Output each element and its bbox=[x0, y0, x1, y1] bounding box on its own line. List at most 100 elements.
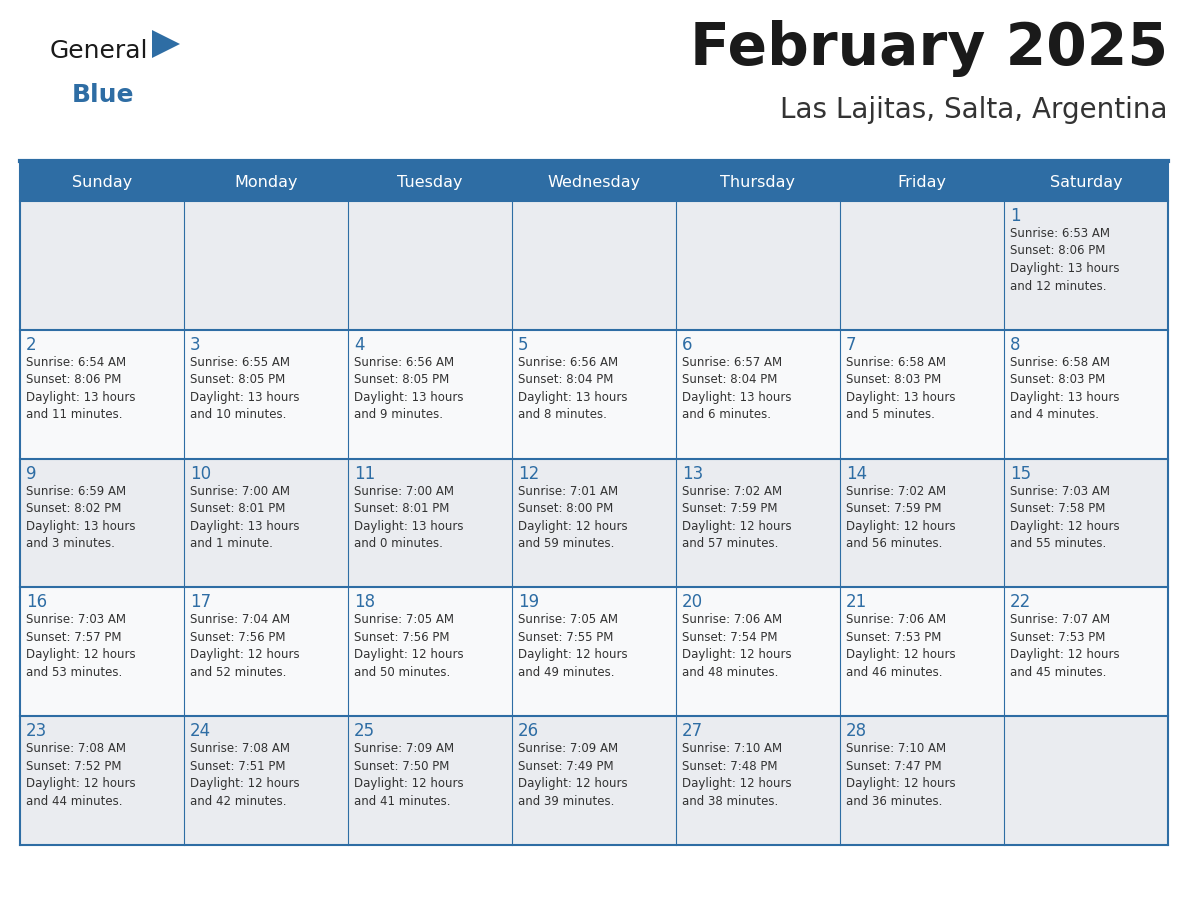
Text: 9: 9 bbox=[26, 465, 37, 483]
Text: 8: 8 bbox=[1010, 336, 1020, 353]
Text: Sunrise: 7:03 AM
Sunset: 7:57 PM
Daylight: 12 hours
and 53 minutes.: Sunrise: 7:03 AM Sunset: 7:57 PM Dayligh… bbox=[26, 613, 135, 679]
Bar bbox=[512, 163, 676, 201]
Text: 4: 4 bbox=[354, 336, 365, 353]
Text: Sunrise: 6:56 AM
Sunset: 8:04 PM
Daylight: 13 hours
and 8 minutes.: Sunrise: 6:56 AM Sunset: 8:04 PM Dayligh… bbox=[518, 356, 627, 421]
Bar bbox=[840, 588, 1004, 716]
Text: Sunrise: 7:09 AM
Sunset: 7:50 PM
Daylight: 12 hours
and 41 minutes.: Sunrise: 7:09 AM Sunset: 7:50 PM Dayligh… bbox=[354, 742, 463, 808]
Bar bbox=[512, 330, 676, 459]
Text: Sunrise: 7:10 AM
Sunset: 7:48 PM
Daylight: 12 hours
and 38 minutes.: Sunrise: 7:10 AM Sunset: 7:48 PM Dayligh… bbox=[682, 742, 791, 808]
Text: 5: 5 bbox=[518, 336, 529, 353]
Text: Sunrise: 7:08 AM
Sunset: 7:52 PM
Daylight: 12 hours
and 44 minutes.: Sunrise: 7:08 AM Sunset: 7:52 PM Dayligh… bbox=[26, 742, 135, 808]
Bar bbox=[184, 716, 348, 845]
Text: 25: 25 bbox=[354, 722, 375, 740]
Bar bbox=[20, 201, 184, 330]
Bar bbox=[1004, 330, 1168, 459]
Bar bbox=[840, 716, 1004, 845]
Bar bbox=[20, 716, 184, 845]
Text: Sunrise: 6:58 AM
Sunset: 8:03 PM
Daylight: 13 hours
and 4 minutes.: Sunrise: 6:58 AM Sunset: 8:03 PM Dayligh… bbox=[1010, 356, 1119, 421]
Bar bbox=[676, 201, 840, 330]
Text: 18: 18 bbox=[354, 593, 375, 611]
Text: Sunrise: 7:00 AM
Sunset: 8:01 PM
Daylight: 13 hours
and 0 minutes.: Sunrise: 7:00 AM Sunset: 8:01 PM Dayligh… bbox=[354, 485, 463, 550]
Text: 3: 3 bbox=[190, 336, 201, 353]
Bar bbox=[1004, 201, 1168, 330]
Text: Tuesday: Tuesday bbox=[397, 174, 463, 189]
Text: 14: 14 bbox=[846, 465, 867, 483]
Text: 16: 16 bbox=[26, 593, 48, 611]
Text: Sunrise: 7:02 AM
Sunset: 7:59 PM
Daylight: 12 hours
and 57 minutes.: Sunrise: 7:02 AM Sunset: 7:59 PM Dayligh… bbox=[682, 485, 791, 550]
Text: February 2025: February 2025 bbox=[690, 20, 1168, 77]
Text: Sunrise: 6:55 AM
Sunset: 8:05 PM
Daylight: 13 hours
and 10 minutes.: Sunrise: 6:55 AM Sunset: 8:05 PM Dayligh… bbox=[190, 356, 299, 421]
Bar bbox=[676, 716, 840, 845]
Bar bbox=[840, 163, 1004, 201]
Bar bbox=[840, 459, 1004, 588]
Bar bbox=[20, 330, 184, 459]
Bar bbox=[512, 201, 676, 330]
Text: 23: 23 bbox=[26, 722, 48, 740]
Text: General: General bbox=[50, 39, 148, 63]
Bar bbox=[184, 330, 348, 459]
Bar bbox=[184, 201, 348, 330]
Text: Monday: Monday bbox=[234, 174, 298, 189]
Bar bbox=[676, 330, 840, 459]
Text: Sunday: Sunday bbox=[72, 174, 132, 189]
Bar bbox=[20, 459, 184, 588]
Bar bbox=[348, 588, 512, 716]
Text: Sunrise: 7:00 AM
Sunset: 8:01 PM
Daylight: 13 hours
and 1 minute.: Sunrise: 7:00 AM Sunset: 8:01 PM Dayligh… bbox=[190, 485, 299, 550]
Text: Saturday: Saturday bbox=[1050, 174, 1123, 189]
Polygon shape bbox=[152, 30, 181, 58]
Text: 26: 26 bbox=[518, 722, 539, 740]
Text: Thursday: Thursday bbox=[720, 174, 796, 189]
Text: 24: 24 bbox=[190, 722, 211, 740]
Text: 10: 10 bbox=[190, 465, 211, 483]
Text: Sunrise: 6:58 AM
Sunset: 8:03 PM
Daylight: 13 hours
and 5 minutes.: Sunrise: 6:58 AM Sunset: 8:03 PM Dayligh… bbox=[846, 356, 955, 421]
Text: 27: 27 bbox=[682, 722, 703, 740]
Bar bbox=[1004, 163, 1168, 201]
Text: Sunrise: 7:06 AM
Sunset: 7:53 PM
Daylight: 12 hours
and 46 minutes.: Sunrise: 7:06 AM Sunset: 7:53 PM Dayligh… bbox=[846, 613, 955, 679]
Text: Sunrise: 7:02 AM
Sunset: 7:59 PM
Daylight: 12 hours
and 56 minutes.: Sunrise: 7:02 AM Sunset: 7:59 PM Dayligh… bbox=[846, 485, 955, 550]
Bar bbox=[184, 163, 348, 201]
Text: 28: 28 bbox=[846, 722, 867, 740]
Text: 17: 17 bbox=[190, 593, 211, 611]
Text: Sunrise: 7:09 AM
Sunset: 7:49 PM
Daylight: 12 hours
and 39 minutes.: Sunrise: 7:09 AM Sunset: 7:49 PM Dayligh… bbox=[518, 742, 627, 808]
Text: Sunrise: 7:03 AM
Sunset: 7:58 PM
Daylight: 12 hours
and 55 minutes.: Sunrise: 7:03 AM Sunset: 7:58 PM Dayligh… bbox=[1010, 485, 1119, 550]
Bar bbox=[348, 330, 512, 459]
Text: 22: 22 bbox=[1010, 593, 1031, 611]
Text: Sunrise: 7:05 AM
Sunset: 7:55 PM
Daylight: 12 hours
and 49 minutes.: Sunrise: 7:05 AM Sunset: 7:55 PM Dayligh… bbox=[518, 613, 627, 679]
Text: Sunrise: 6:57 AM
Sunset: 8:04 PM
Daylight: 13 hours
and 6 minutes.: Sunrise: 6:57 AM Sunset: 8:04 PM Dayligh… bbox=[682, 356, 791, 421]
Text: Las Lajitas, Salta, Argentina: Las Lajitas, Salta, Argentina bbox=[781, 96, 1168, 124]
Text: Sunrise: 6:54 AM
Sunset: 8:06 PM
Daylight: 13 hours
and 11 minutes.: Sunrise: 6:54 AM Sunset: 8:06 PM Dayligh… bbox=[26, 356, 135, 421]
Text: Sunrise: 6:59 AM
Sunset: 8:02 PM
Daylight: 13 hours
and 3 minutes.: Sunrise: 6:59 AM Sunset: 8:02 PM Dayligh… bbox=[26, 485, 135, 550]
Text: Sunrise: 6:56 AM
Sunset: 8:05 PM
Daylight: 13 hours
and 9 minutes.: Sunrise: 6:56 AM Sunset: 8:05 PM Dayligh… bbox=[354, 356, 463, 421]
Text: 1: 1 bbox=[1010, 207, 1020, 225]
Bar bbox=[676, 588, 840, 716]
Text: 19: 19 bbox=[518, 593, 539, 611]
Bar bbox=[20, 588, 184, 716]
Text: 2: 2 bbox=[26, 336, 37, 353]
Text: Friday: Friday bbox=[897, 174, 947, 189]
Bar bbox=[348, 201, 512, 330]
Text: 6: 6 bbox=[682, 336, 693, 353]
Text: 20: 20 bbox=[682, 593, 703, 611]
Bar bbox=[512, 588, 676, 716]
Bar bbox=[348, 163, 512, 201]
Text: 21: 21 bbox=[846, 593, 867, 611]
Text: Blue: Blue bbox=[72, 83, 134, 107]
Bar bbox=[1004, 588, 1168, 716]
Text: Sunrise: 7:04 AM
Sunset: 7:56 PM
Daylight: 12 hours
and 52 minutes.: Sunrise: 7:04 AM Sunset: 7:56 PM Dayligh… bbox=[190, 613, 299, 679]
Text: 15: 15 bbox=[1010, 465, 1031, 483]
Text: Sunrise: 7:10 AM
Sunset: 7:47 PM
Daylight: 12 hours
and 36 minutes.: Sunrise: 7:10 AM Sunset: 7:47 PM Dayligh… bbox=[846, 742, 955, 808]
Text: Sunrise: 7:07 AM
Sunset: 7:53 PM
Daylight: 12 hours
and 45 minutes.: Sunrise: 7:07 AM Sunset: 7:53 PM Dayligh… bbox=[1010, 613, 1119, 679]
Bar bbox=[840, 201, 1004, 330]
Text: Sunrise: 7:05 AM
Sunset: 7:56 PM
Daylight: 12 hours
and 50 minutes.: Sunrise: 7:05 AM Sunset: 7:56 PM Dayligh… bbox=[354, 613, 463, 679]
Bar bbox=[1004, 716, 1168, 845]
Bar bbox=[348, 716, 512, 845]
Text: Sunrise: 6:53 AM
Sunset: 8:06 PM
Daylight: 13 hours
and 12 minutes.: Sunrise: 6:53 AM Sunset: 8:06 PM Dayligh… bbox=[1010, 227, 1119, 293]
Bar bbox=[184, 459, 348, 588]
Text: 12: 12 bbox=[518, 465, 539, 483]
Bar bbox=[840, 330, 1004, 459]
Text: Sunrise: 7:08 AM
Sunset: 7:51 PM
Daylight: 12 hours
and 42 minutes.: Sunrise: 7:08 AM Sunset: 7:51 PM Dayligh… bbox=[190, 742, 299, 808]
Bar bbox=[512, 459, 676, 588]
Text: Wednesday: Wednesday bbox=[548, 174, 640, 189]
Bar bbox=[1004, 459, 1168, 588]
Text: 7: 7 bbox=[846, 336, 857, 353]
